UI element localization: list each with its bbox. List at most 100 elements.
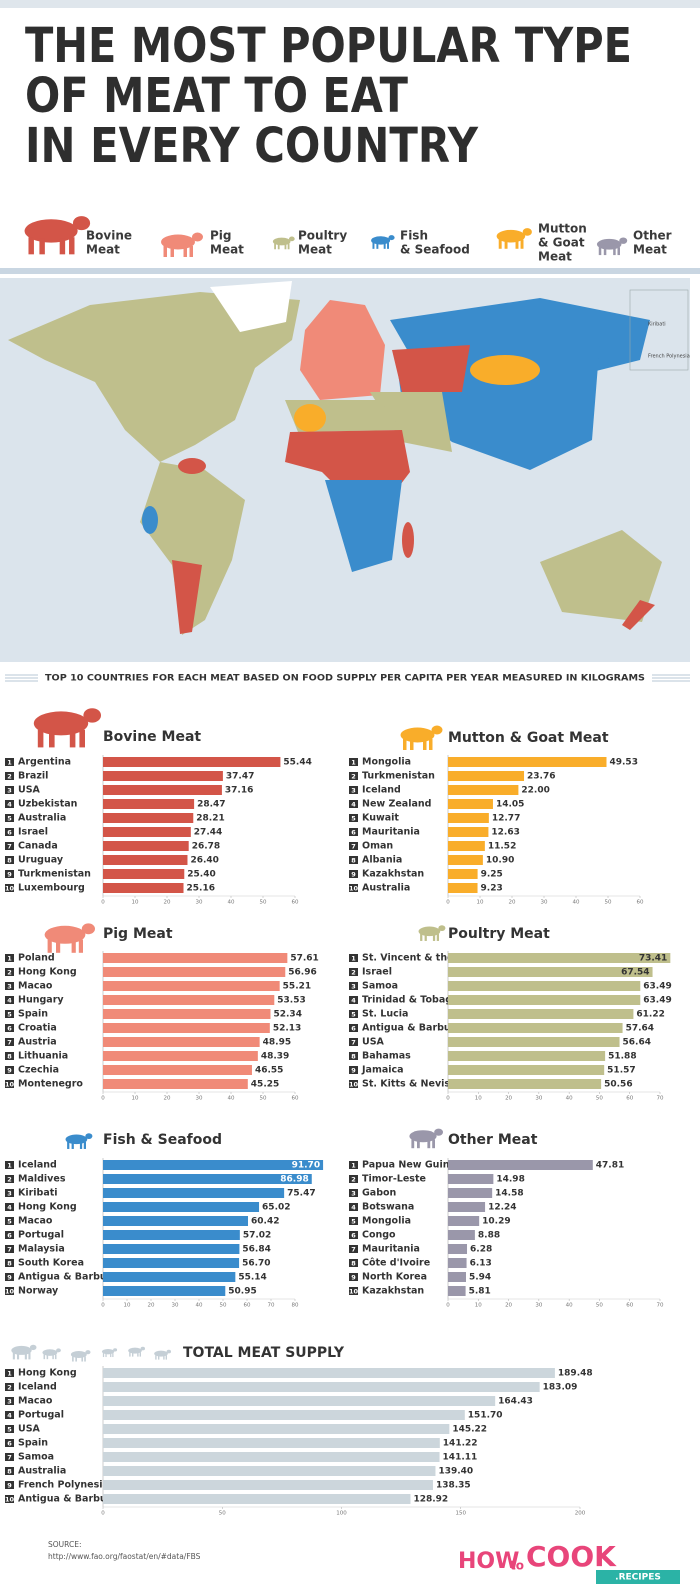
bar bbox=[448, 1230, 475, 1240]
bar bbox=[448, 855, 483, 865]
bar bbox=[448, 953, 671, 963]
title-line: OF MEAT TO EAT bbox=[25, 68, 408, 124]
peru bbox=[142, 506, 158, 534]
value-label: 12.77 bbox=[492, 814, 520, 824]
rank-label: 1 bbox=[7, 955, 12, 963]
x-tick-label: 70 bbox=[268, 1303, 275, 1309]
value-label: 65.02 bbox=[262, 1203, 290, 1213]
value-label: 52.13 bbox=[273, 1024, 301, 1034]
value-label: 164.43 bbox=[498, 1397, 533, 1407]
rank-label: 2 bbox=[351, 969, 356, 977]
rank-box bbox=[5, 842, 14, 850]
x-tick-label: 80 bbox=[292, 1303, 299, 1309]
category-label: Congo bbox=[362, 1230, 396, 1241]
legend-label: Fish bbox=[400, 229, 428, 243]
chart-title: Pig Meat bbox=[103, 926, 173, 942]
algeria bbox=[294, 404, 326, 432]
rank-box bbox=[5, 800, 14, 808]
category-label: Antigua & Barbuda bbox=[18, 1272, 120, 1283]
rank-label: 3 bbox=[7, 787, 12, 795]
bar bbox=[448, 1286, 466, 1296]
rank-label: 9 bbox=[351, 871, 356, 879]
rank-box bbox=[349, 1287, 358, 1295]
rank-box bbox=[5, 1066, 14, 1074]
category-label: Brazil bbox=[18, 771, 48, 782]
bar bbox=[103, 1160, 324, 1170]
category-label: Montenegro bbox=[18, 1079, 83, 1090]
world-map: Kiribati French Polynesia bbox=[0, 278, 690, 662]
category-label: Bahamas bbox=[362, 1051, 411, 1062]
x-tick-label: 30 bbox=[196, 900, 203, 906]
bar bbox=[448, 785, 519, 795]
rank-box bbox=[349, 1175, 358, 1183]
rank-box bbox=[349, 884, 358, 892]
bar bbox=[448, 1258, 467, 1268]
rank-label: 5 bbox=[7, 815, 12, 823]
legend-label: Meat bbox=[86, 243, 120, 257]
category-label: Hong Kong bbox=[18, 967, 77, 978]
bar bbox=[103, 771, 223, 781]
bar bbox=[448, 869, 478, 879]
bar bbox=[103, 981, 280, 991]
category-label: Israel bbox=[362, 967, 392, 978]
x-tick-label: 10 bbox=[475, 1303, 482, 1309]
category-label: Maldives bbox=[18, 1174, 66, 1185]
bar bbox=[103, 757, 281, 767]
rank-label: 2 bbox=[7, 1384, 12, 1392]
rank-box bbox=[5, 1369, 14, 1377]
category-label: Antigua & Barbuda bbox=[362, 1023, 464, 1034]
x-tick-label: 10 bbox=[124, 1303, 131, 1309]
value-label: 145.22 bbox=[452, 1425, 487, 1435]
animal-icon bbox=[44, 923, 95, 953]
x-tick-label: 30 bbox=[196, 1096, 203, 1102]
rank-box bbox=[349, 982, 358, 990]
value-label: 56.64 bbox=[623, 1038, 651, 1048]
category-label: Argentina bbox=[18, 757, 71, 768]
rank-label: 8 bbox=[351, 1053, 356, 1061]
bar bbox=[448, 813, 489, 823]
rank-box bbox=[349, 1161, 358, 1169]
bar bbox=[448, 1160, 593, 1170]
rank-label: 7 bbox=[7, 1039, 12, 1047]
bar bbox=[103, 1452, 440, 1462]
bar bbox=[448, 1065, 605, 1075]
rank-box bbox=[349, 1203, 358, 1211]
bar bbox=[103, 1272, 236, 1282]
animal-icon bbox=[371, 235, 395, 249]
bar bbox=[103, 785, 222, 795]
category-label: St. Lucia bbox=[362, 1009, 408, 1020]
value-label: 5.81 bbox=[469, 1287, 491, 1297]
x-tick-label: 10 bbox=[132, 900, 139, 906]
map-label: French Polynesia bbox=[648, 354, 690, 360]
x-tick-label: 60 bbox=[244, 1303, 251, 1309]
value-label: 25.16 bbox=[187, 884, 215, 894]
rank-label: 8 bbox=[351, 1260, 356, 1268]
rank-box bbox=[5, 1010, 14, 1018]
category-label: Hong Kong bbox=[18, 1202, 77, 1213]
x-tick-label: 50 bbox=[220, 1303, 227, 1309]
category-label: Mongolia bbox=[362, 757, 411, 768]
rank-label: 6 bbox=[351, 1025, 356, 1033]
x-tick-label: 60 bbox=[626, 1303, 633, 1309]
bar bbox=[103, 1065, 252, 1075]
chart-title: TOTAL MEAT SUPPLY bbox=[183, 1345, 345, 1361]
category-label: St. Kitts & Nevis bbox=[362, 1079, 450, 1090]
category-label: Malaysia bbox=[18, 1244, 65, 1255]
chart-title: Fish & Seafood bbox=[103, 1132, 222, 1148]
rank-label: 10 bbox=[5, 1081, 15, 1089]
bar bbox=[103, 953, 288, 963]
bar bbox=[448, 995, 641, 1005]
rank-box bbox=[349, 758, 358, 766]
rank-box bbox=[349, 1066, 358, 1074]
rank-label: 7 bbox=[351, 1039, 356, 1047]
rank-label: 8 bbox=[7, 1468, 12, 1476]
x-tick-label: 10 bbox=[477, 900, 484, 906]
value-label: 14.98 bbox=[496, 1175, 524, 1185]
middle-east bbox=[370, 392, 452, 452]
rank-label: 8 bbox=[7, 857, 12, 865]
rank-box bbox=[5, 786, 14, 794]
category-label: Canada bbox=[18, 841, 58, 852]
rank-label: 6 bbox=[7, 1440, 12, 1448]
x-tick-label: 20 bbox=[164, 1096, 171, 1102]
value-label: 151.70 bbox=[468, 1411, 503, 1421]
